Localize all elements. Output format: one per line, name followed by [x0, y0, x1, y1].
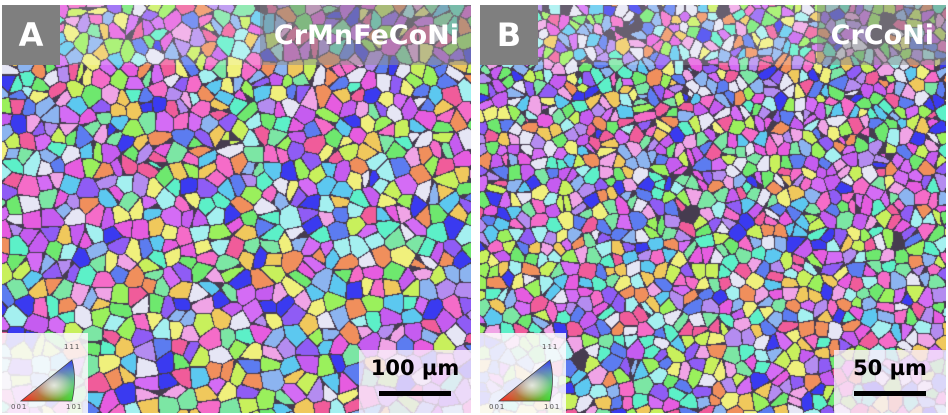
- panel-label: B: [480, 5, 538, 65]
- ipf-label-101: 101: [66, 403, 83, 411]
- scale-bar-box: 50 µm: [834, 350, 946, 413]
- scale-bar-label: 100 µm: [370, 356, 460, 380]
- ebsd-map-panel-b: B CrCoNi 111 001 101 50 µm: [480, 5, 946, 413]
- ipf-label-101: 101: [544, 403, 561, 411]
- panel-label: A: [2, 5, 60, 65]
- ipf-color-key: 111 001 101: [480, 333, 566, 413]
- title-band: [480, 5, 946, 65]
- scale-bar: [379, 391, 451, 396]
- ipf-label-111: 111: [64, 343, 81, 351]
- alloy-title: CrCoNi: [816, 5, 946, 65]
- ipf-triangle-icon: [497, 359, 553, 402]
- ipf-color-key: 111 001 101: [2, 333, 88, 413]
- ipf-triangle-icon: [19, 359, 75, 402]
- ipf-label-001: 001: [11, 403, 28, 411]
- ebsd-map-panel-a: A CrMnFeCoNi 111 001 101 100 µm: [2, 5, 471, 413]
- scale-bar: [854, 391, 926, 396]
- ipf-label-001: 001: [489, 403, 506, 411]
- scale-bar-box: 100 µm: [359, 350, 471, 413]
- title-band: [2, 5, 471, 65]
- ipf-label-111: 111: [542, 343, 559, 351]
- alloy-title: CrMnFeCoNi: [259, 5, 471, 65]
- scale-bar-label: 50 µm: [853, 356, 927, 380]
